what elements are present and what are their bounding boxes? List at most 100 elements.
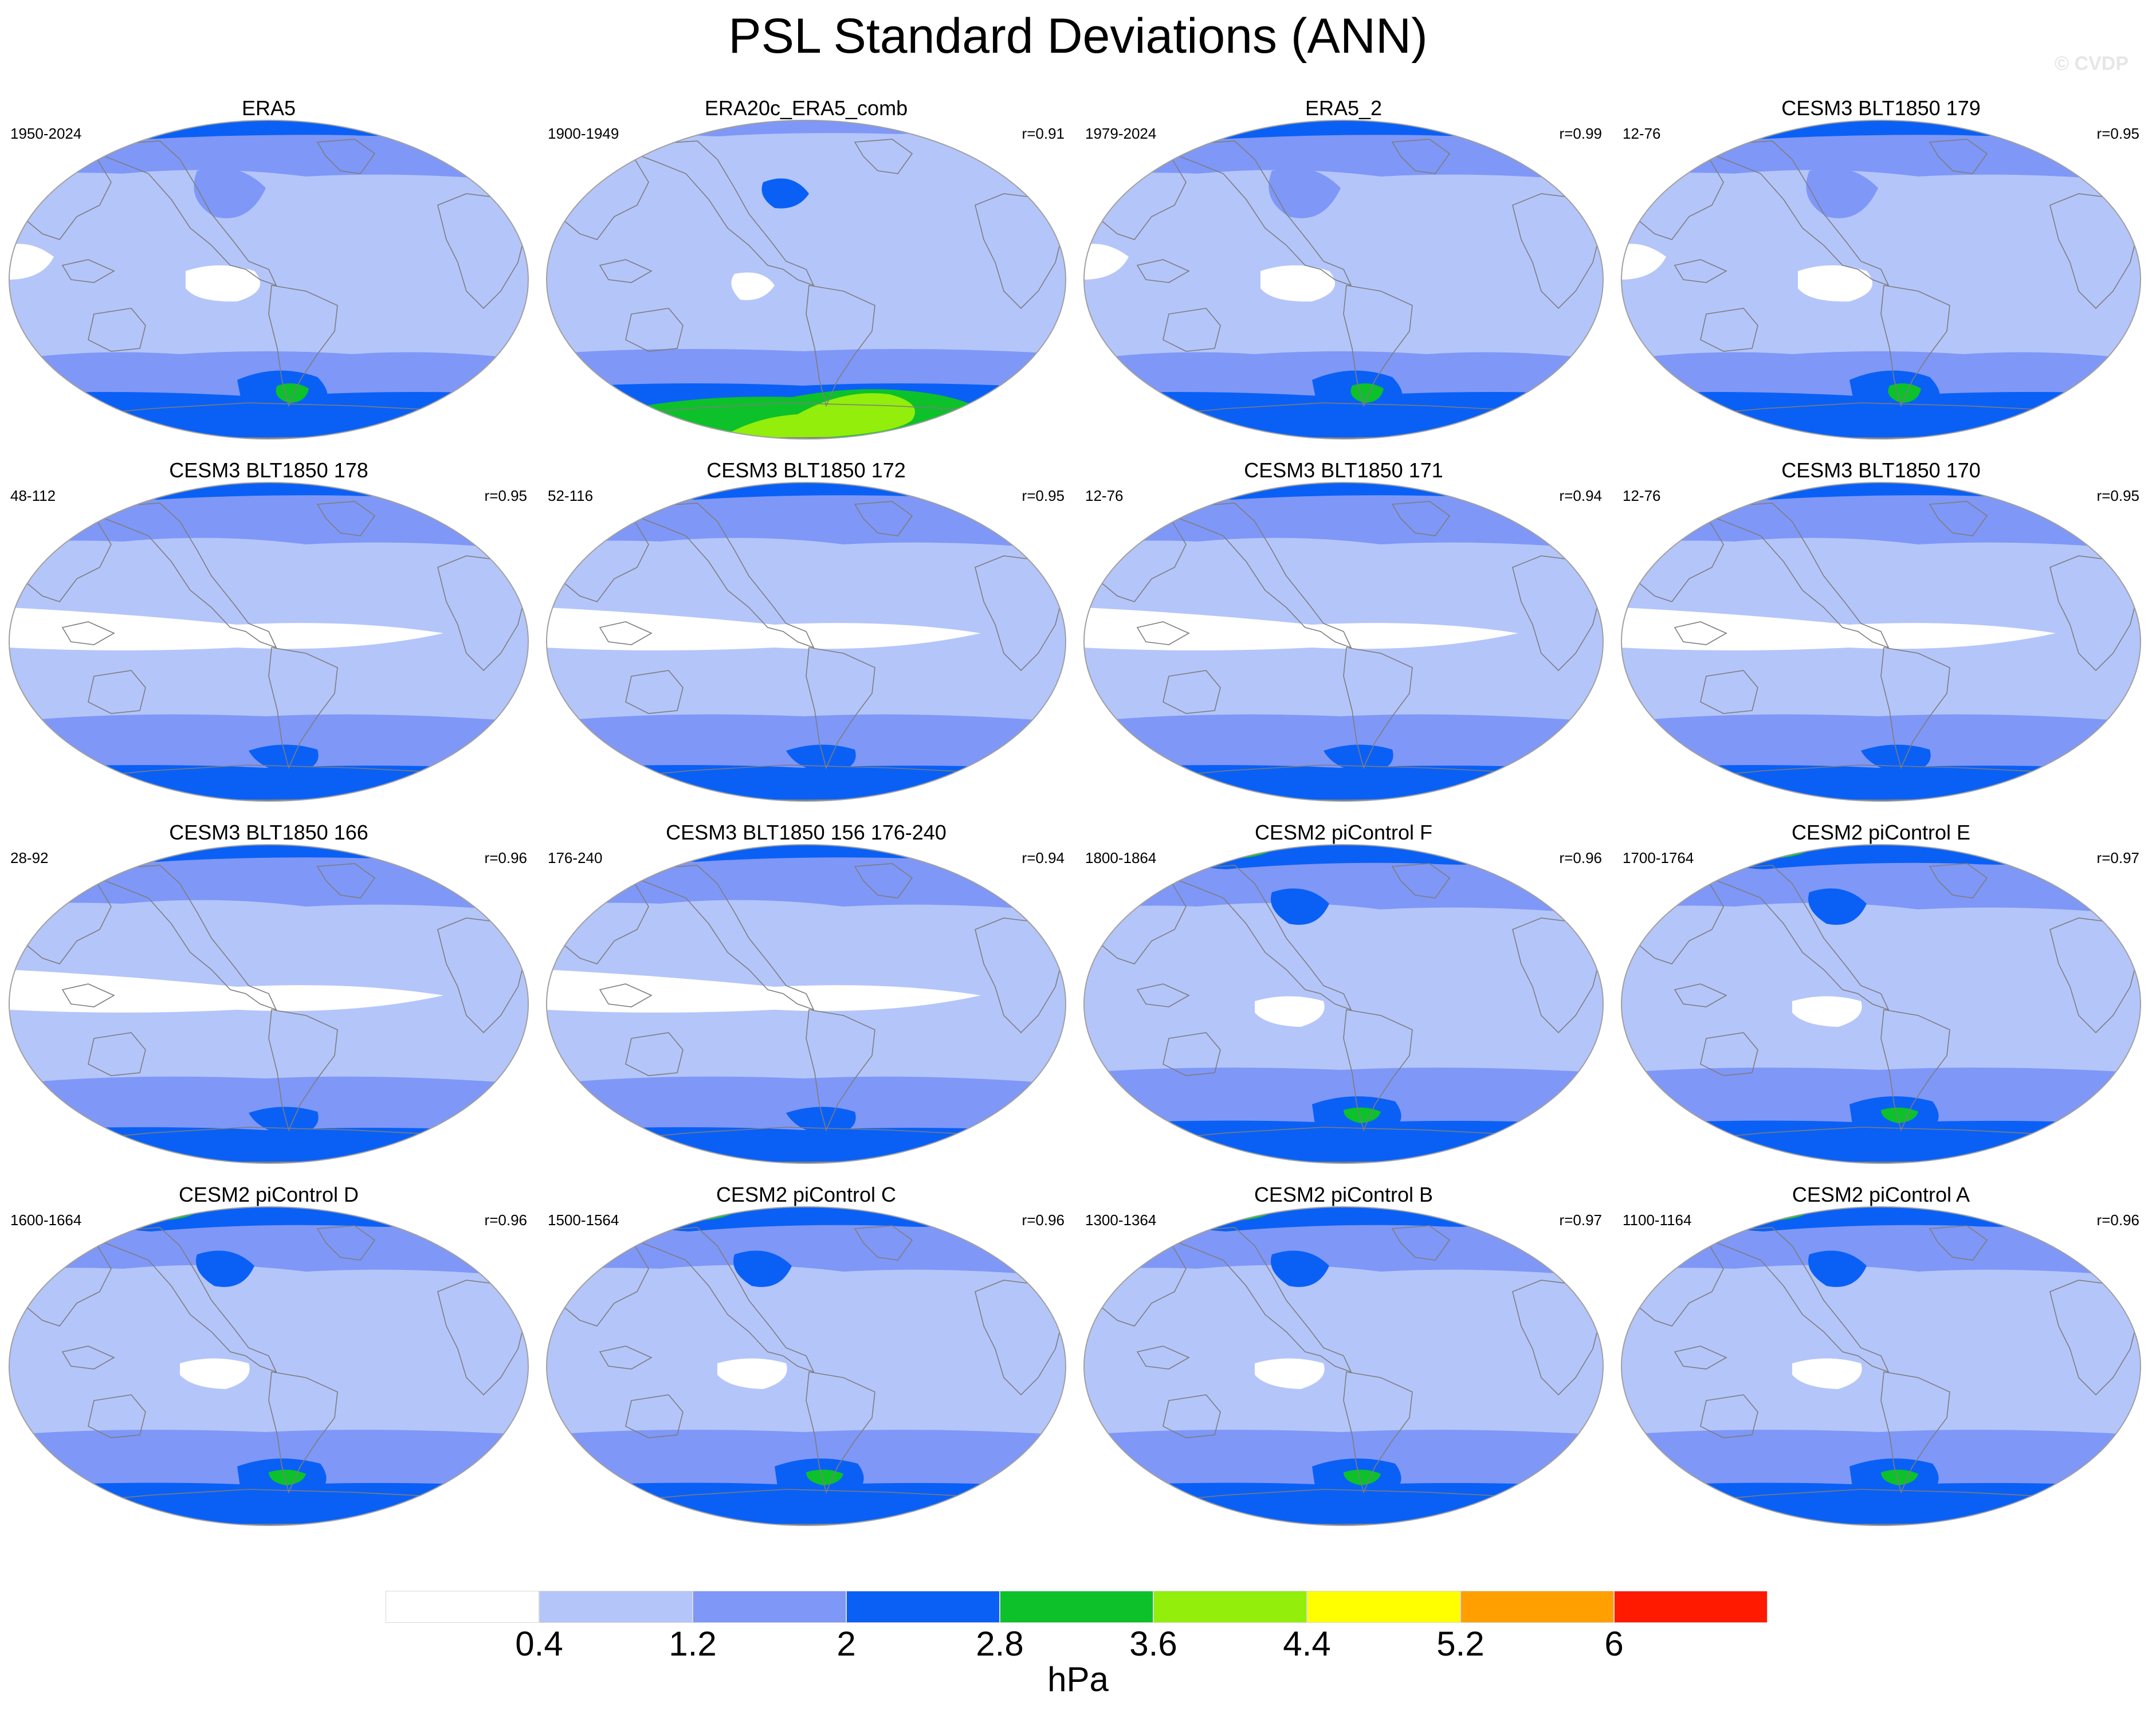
contour-band (1269, 167, 1341, 218)
coastline (1136, 1346, 1190, 1370)
panel-period: 1100-1164 (1623, 1211, 1692, 1229)
coastline (1391, 863, 1451, 899)
panel-pattern-correlation: r=0.97 (1559, 1211, 1602, 1229)
map-panel: CESM2 piControl A 1100-1164 r=0.96 (1612, 1183, 2150, 1550)
coastline (1167, 503, 1352, 649)
panel-pattern-correlation: r=0.95 (2096, 487, 2139, 504)
panel-pattern-correlation: r=0.96 (1559, 849, 1602, 866)
coastline (92, 503, 277, 649)
figure-title: PSL Standard Deviations (ANN) (728, 9, 1428, 64)
panel-pattern-correlation: r=0.94 (1559, 487, 1602, 504)
contour-band (1808, 888, 1867, 925)
psl-stddev-map (1083, 120, 1604, 440)
psl-stddev-map (1083, 1206, 1604, 1526)
map-outline (546, 482, 1066, 802)
coastline (92, 1227, 277, 1373)
coastline (1136, 621, 1190, 645)
coastline (268, 1009, 338, 1132)
contour-band (1621, 765, 2141, 801)
contour-band (547, 765, 1066, 801)
map-panel: ERA5_2 1979-2024 r=0.99 (1075, 96, 1612, 463)
coastline (1343, 1009, 1413, 1132)
panel-period: 12-76 (1085, 487, 1124, 504)
contour-band (1084, 244, 1129, 280)
panel-period: 12-76 (1623, 487, 1661, 504)
coastline (1163, 670, 1221, 714)
map-outline (546, 120, 1066, 440)
colorbar-box (1153, 1591, 1307, 1623)
coastline (1163, 1394, 1221, 1438)
colorbar-box (386, 1591, 539, 1623)
panel-title: CESM2 piControl D (178, 1183, 359, 1206)
colorbar-tick-label: 4.4 (1283, 1625, 1331, 1663)
panel-period: 1800-1864 (1085, 849, 1157, 866)
map-outline (9, 120, 529, 440)
contour-band (547, 607, 981, 650)
map-outline (1083, 844, 1604, 1164)
coastline (625, 1394, 684, 1438)
panel-pattern-correlation: r=0.94 (1022, 849, 1065, 866)
panel-title: CESM2 piControl A (1792, 1183, 1970, 1206)
panel-title: CESM2 piControl E (1791, 821, 1971, 844)
coastline (1343, 647, 1413, 770)
panel-title: CESM3 BLT1850 171 (1244, 458, 1443, 482)
map-outline (546, 1206, 1066, 1526)
map-panel: CESM2 piControl C 1500-1564 r=0.96 (537, 1183, 1075, 1550)
panel-pattern-correlation: r=0.99 (1559, 125, 1602, 142)
contour-band (547, 1127, 1066, 1163)
coastline (88, 670, 146, 714)
map-panel: CESM2 piControl F 1800-1864 r=0.96 (1075, 821, 1612, 1187)
coastline (1343, 285, 1413, 407)
panel-period: 1300-1364 (1085, 1211, 1157, 1229)
map-panel: CESM2 piControl B 1300-1364 r=0.97 (1075, 1183, 1612, 1550)
coastline (92, 140, 277, 287)
contour-band (731, 272, 775, 300)
psl-stddev-map (1621, 844, 2141, 1164)
contour-band (9, 970, 443, 1013)
coastline (1705, 140, 1890, 287)
map-panel: CESM3 BLT1850 171 12-76 r=0.94 (1075, 458, 1612, 825)
coastline (88, 308, 146, 352)
coastline (316, 1225, 376, 1261)
coastline (1167, 865, 1352, 1011)
psl-stddev-map (9, 120, 529, 440)
panel-period: 1500-1564 (548, 1211, 619, 1229)
contour-band (717, 1358, 787, 1389)
panel-period: 52-116 (548, 487, 594, 504)
panel-title: CESM2 piControl B (1254, 1183, 1434, 1206)
panel-title: ERA20c_ERA5_comb (704, 96, 908, 120)
panel-pattern-correlation: r=0.95 (2096, 125, 2139, 142)
panel-period: 48-112 (10, 487, 56, 504)
map-outline (1621, 1206, 2141, 1526)
contour-band (194, 167, 266, 218)
coastline (1167, 140, 1352, 287)
contour-band (1255, 996, 1325, 1027)
coastline (1674, 259, 1727, 283)
coastline (88, 1394, 146, 1438)
panel-pattern-correlation: r=0.96 (484, 849, 527, 866)
coastline (625, 1032, 684, 1076)
panel-period: 176-240 (548, 849, 603, 866)
panel-title: CESM2 piControl C (716, 1183, 897, 1206)
coastline (1705, 865, 1890, 1011)
map-outline (1083, 1206, 1604, 1526)
panel-title: CESM2 piControl F (1254, 821, 1433, 844)
coastline (854, 1225, 913, 1261)
psl-stddev-map (1621, 482, 2141, 802)
panel-pattern-correlation: r=0.95 (1022, 487, 1065, 504)
colorbar-box (693, 1591, 846, 1623)
coastline (1343, 1371, 1413, 1494)
coastline (61, 621, 115, 645)
coastline (1136, 983, 1190, 1007)
map-outline (1083, 120, 1604, 440)
map-outline (9, 844, 529, 1164)
map-panel: CESM3 BLT1850 170 12-76 r=0.95 (1612, 458, 2150, 825)
panel-period: 1700-1764 (1623, 849, 1694, 866)
panel-title: ERA5 (241, 96, 296, 120)
coastline (1929, 139, 1988, 174)
map-panel: ERA5 1950-2024 (0, 96, 537, 463)
psl-stddev-map (1621, 120, 2141, 440)
contour-band (186, 265, 260, 302)
colorbar-tick-label: 1.2 (669, 1625, 717, 1663)
coastline (268, 647, 338, 770)
